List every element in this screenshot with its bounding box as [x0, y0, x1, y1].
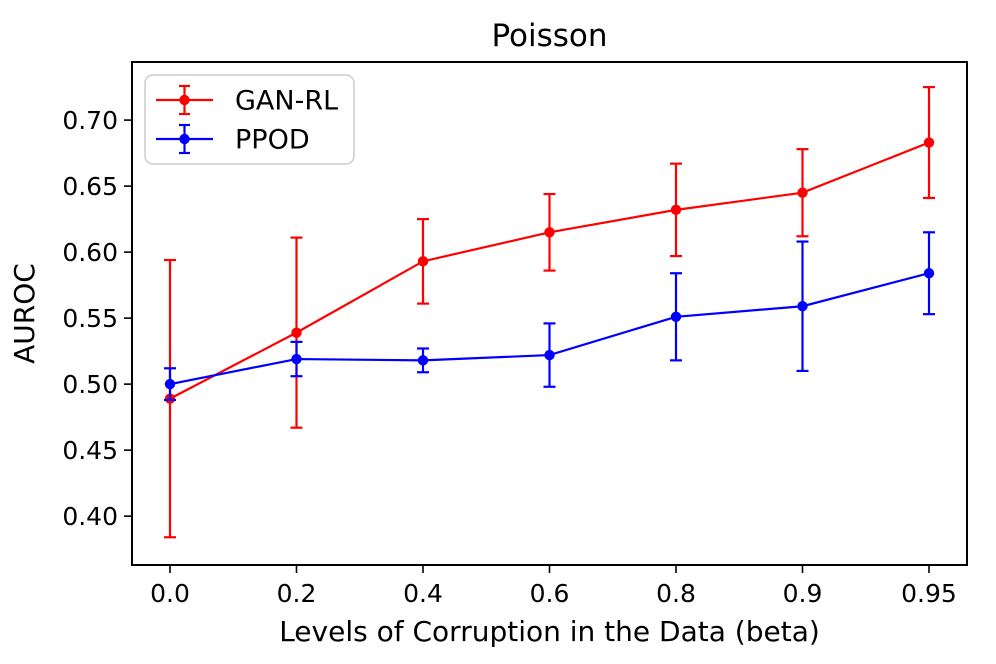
- series-gan-rl: [164, 85, 935, 539]
- data-point: [417, 256, 429, 267]
- x-tick-label: 0.2: [277, 579, 317, 608]
- x-tick-label: 0.8: [656, 579, 696, 608]
- y-tick-label: 0.55: [62, 304, 118, 333]
- legend-entry-ppod: PPOD: [156, 123, 310, 156]
- x-axis-label: Levels of Corruption in the Data (beta): [279, 615, 820, 648]
- legend-marker: [179, 133, 190, 145]
- data-point: [291, 353, 302, 365]
- legend-marker: [179, 94, 190, 106]
- x-tick-label: 0.9: [783, 579, 823, 608]
- x-tick-label: 0.6: [530, 579, 570, 608]
- data-point: [923, 137, 935, 148]
- legend-label: PPOD: [235, 125, 310, 156]
- data-point: [670, 204, 682, 216]
- data-point: [797, 301, 808, 312]
- legend: GAN-RL PPOD: [144, 74, 355, 165]
- y-tick-label: 0.70: [62, 106, 118, 135]
- y-tick-label: 0.40: [62, 502, 118, 531]
- data-point: [670, 311, 682, 323]
- y-tick-label: 0.45: [62, 436, 118, 465]
- chart-title: Poisson: [491, 18, 607, 54]
- legend-entry-gan-rl: GAN-RL: [156, 84, 338, 117]
- x-tick-label: 0.0: [150, 579, 190, 608]
- x-tick-label: 0.4: [403, 579, 443, 608]
- y-tick-label: 0.50: [62, 370, 118, 399]
- legend-box: [144, 74, 355, 165]
- data-point: [417, 355, 429, 366]
- data-point: [544, 227, 555, 238]
- series-ppod: [164, 231, 935, 402]
- data-point: [544, 349, 555, 361]
- legend-label: GAN-RL: [235, 86, 338, 117]
- y-tick-label: 0.65: [62, 172, 118, 201]
- plot-area: 0.40 0.45 0.50 0.55 0.60 0.65 0.70 0.0 0.2 0.4 0.6…: [62, 61, 968, 608]
- data-point: [797, 187, 808, 198]
- x-tick-label: 0.95: [901, 579, 957, 608]
- y-axis-label: AUROC: [8, 263, 41, 364]
- data-point: [291, 327, 302, 338]
- data-point: [923, 268, 935, 279]
- y-tick-label: 0.60: [62, 238, 118, 267]
- data-point: [164, 378, 176, 390]
